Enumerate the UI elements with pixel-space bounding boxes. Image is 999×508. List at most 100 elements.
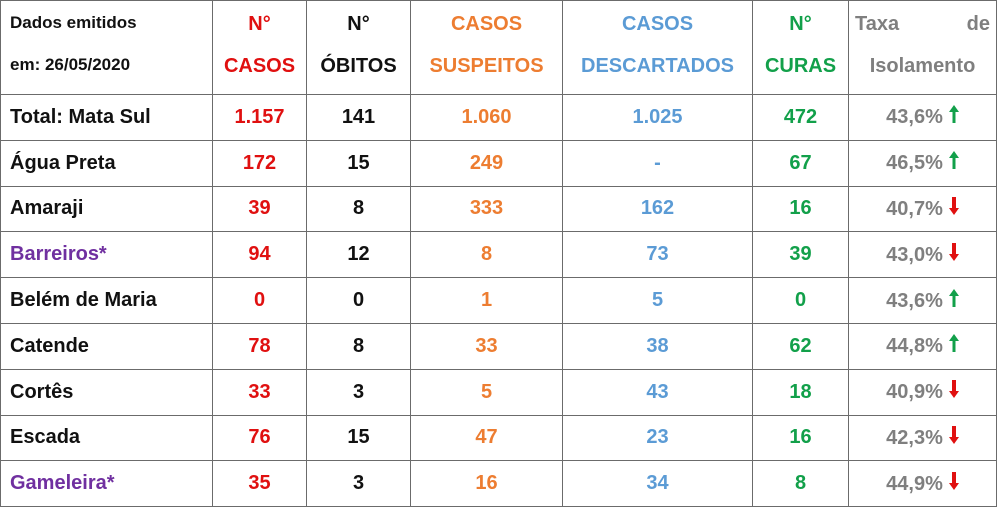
suspeitos-cell: 333 xyxy=(410,185,563,233)
suspeitos-cell: 5 xyxy=(410,368,563,416)
curas-cell: 8 xyxy=(752,460,849,508)
casos-cell: 35 xyxy=(212,460,307,508)
table-row: Amaraji 39 8 333 162 16 40,7% xyxy=(0,185,997,233)
suspeitos-cell: 16 xyxy=(410,460,563,508)
casos-cell: 172 xyxy=(212,139,307,187)
emitted-line2: em: 26/05/2020 xyxy=(10,55,131,74)
casos-cell: 39 xyxy=(212,185,307,233)
arrow-down-icon xyxy=(948,425,959,450)
table-row: Cortês 33 3 5 43 18 40,9% xyxy=(0,368,997,416)
taxa-value: 43,6% xyxy=(886,106,943,129)
descartados-cell: 5 xyxy=(562,277,753,324)
arrow-up-icon xyxy=(948,334,959,358)
curas-cell: 18 xyxy=(752,368,849,416)
casos-cell: 33 xyxy=(212,368,307,416)
curas-cell: 67 xyxy=(752,139,849,187)
taxa-header: Taxa de Isolamento xyxy=(848,0,997,95)
table-row: Água Preta 172 15 249-67 46,5% xyxy=(0,139,997,187)
curas-header-line2: CURAS xyxy=(764,55,837,77)
taxa-cell: 40,9% xyxy=(848,368,997,416)
suspeitos-cell: 33 xyxy=(410,322,563,370)
obitos-cell: 8 xyxy=(306,322,411,370)
taxa-value: 46,5% xyxy=(886,152,943,175)
arrow-up-icon xyxy=(948,288,959,313)
descartados-header-line1: CASOS xyxy=(621,13,694,35)
table-row: Belém de Maria 0 0 1 5 0 43,6% xyxy=(0,277,997,324)
arrow-up-icon xyxy=(948,105,959,129)
obitos-cell: 141 xyxy=(306,94,411,141)
casos-cell: 78 xyxy=(212,322,307,370)
curas-cell: 16 xyxy=(752,414,849,462)
table-row: Escada 76 15 47 23 16 42,3% xyxy=(0,414,997,462)
descartados-header: CASOS DESCARTADOS xyxy=(562,0,753,95)
obitos-cell: 15 xyxy=(306,139,411,187)
obitos-cell: 3 xyxy=(306,460,411,508)
city-name-cell: Amaraji xyxy=(0,185,213,233)
emission-date-header: Dados emitidos em: 26/05/2020 xyxy=(0,0,213,95)
taxa-cell: 43,0% xyxy=(848,231,997,279)
casos-cell: 1.157 xyxy=(212,94,307,141)
descartados-cell: 162 xyxy=(562,185,753,233)
taxa-value: 43,0% xyxy=(886,243,943,266)
descartados-cell: 1.025 xyxy=(562,94,753,141)
descartados-cell: 43 xyxy=(562,368,753,416)
table-row: Total: Mata Sul 1.157 141 1.060 1.025 472 43,6… xyxy=(0,94,997,141)
suspeitos-header: CASOS SUSPEITOS xyxy=(410,0,563,95)
taxa-cell: 40,7% xyxy=(848,185,997,233)
taxa-value: 44,9% xyxy=(886,472,943,495)
obitos-cell: 15 xyxy=(306,414,411,462)
suspeitos-cell: 8 xyxy=(410,231,563,279)
taxa-header-line1: Taxa de xyxy=(855,3,990,45)
casos-cell: 76 xyxy=(212,414,307,462)
city-name-cell: Escada xyxy=(0,414,213,462)
suspeitos-header-line2: SUSPEITOS xyxy=(429,55,544,77)
city-name-cell: Barreiros* xyxy=(0,231,213,279)
taxa-value: 40,9% xyxy=(886,381,943,404)
descartados-cell: 38 xyxy=(562,322,753,370)
arrow-down-icon xyxy=(948,471,959,496)
taxa-cell: 43,6% xyxy=(848,277,997,324)
curas-cell: 0 xyxy=(752,277,849,324)
taxa-cell: 44,8% xyxy=(848,322,997,370)
obitos-cell: 3 xyxy=(306,368,411,416)
table-row: Catende 78 8 33 38 62 44,8% xyxy=(0,322,997,370)
city-name-cell: Total: Mata Sul xyxy=(0,94,213,141)
taxa-cell: 46,5% xyxy=(848,139,997,187)
arrow-down-icon xyxy=(948,196,959,221)
table-row: Barreiros* 94 12 8 73 39 43,0% xyxy=(0,231,997,279)
taxa-cell: 42,3% xyxy=(848,414,997,462)
descartados-cell: - xyxy=(562,139,753,187)
casos-header-line2: CASOS xyxy=(223,55,296,77)
casos-header-line1: N° xyxy=(248,13,271,35)
descartados-header-line2: DESCARTADOS xyxy=(581,55,734,77)
taxa-value: 44,8% xyxy=(886,335,943,358)
city-name-cell: Catende xyxy=(0,322,213,370)
city-name-cell: Água Preta xyxy=(0,139,213,187)
taxa-value: 42,3% xyxy=(886,426,943,449)
taxa-value: 40,7% xyxy=(886,197,943,220)
suspeitos-cell: 47 xyxy=(410,414,563,462)
taxa-header-line2: Isolamento xyxy=(869,55,976,77)
casos-cell: 0 xyxy=(212,277,307,324)
descartados-cell: 73 xyxy=(562,231,753,279)
taxa-value: 43,6% xyxy=(886,289,943,312)
suspeitos-cell: 249 xyxy=(410,139,563,187)
header-row: Dados emitidos em: 26/05/2020 N° CASOS N… xyxy=(0,0,997,95)
table-row: Gameleira* 35 3 16 34 8 44,9% xyxy=(0,460,997,508)
curas-cell: 62 xyxy=(752,322,849,370)
descartados-cell: 23 xyxy=(562,414,753,462)
city-name-cell: Belém de Maria xyxy=(0,277,213,324)
casos-header: N° CASOS xyxy=(212,0,307,95)
suspeitos-cell: 1.060 xyxy=(410,94,563,141)
suspeitos-cell: 1 xyxy=(410,277,563,324)
emitted-line1: Dados emitidos xyxy=(10,13,137,32)
obitos-cell: 12 xyxy=(306,231,411,279)
city-name-cell: Cortês xyxy=(0,368,213,416)
curas-cell: 472 xyxy=(752,94,849,141)
obitos-cell: 8 xyxy=(306,185,411,233)
casos-cell: 94 xyxy=(212,231,307,279)
obitos-header: N° ÓBITOS xyxy=(306,0,411,95)
taxa-word: Taxa xyxy=(855,13,900,35)
arrow-down-icon xyxy=(948,380,959,404)
taxa-cell: 44,9% xyxy=(848,460,997,508)
